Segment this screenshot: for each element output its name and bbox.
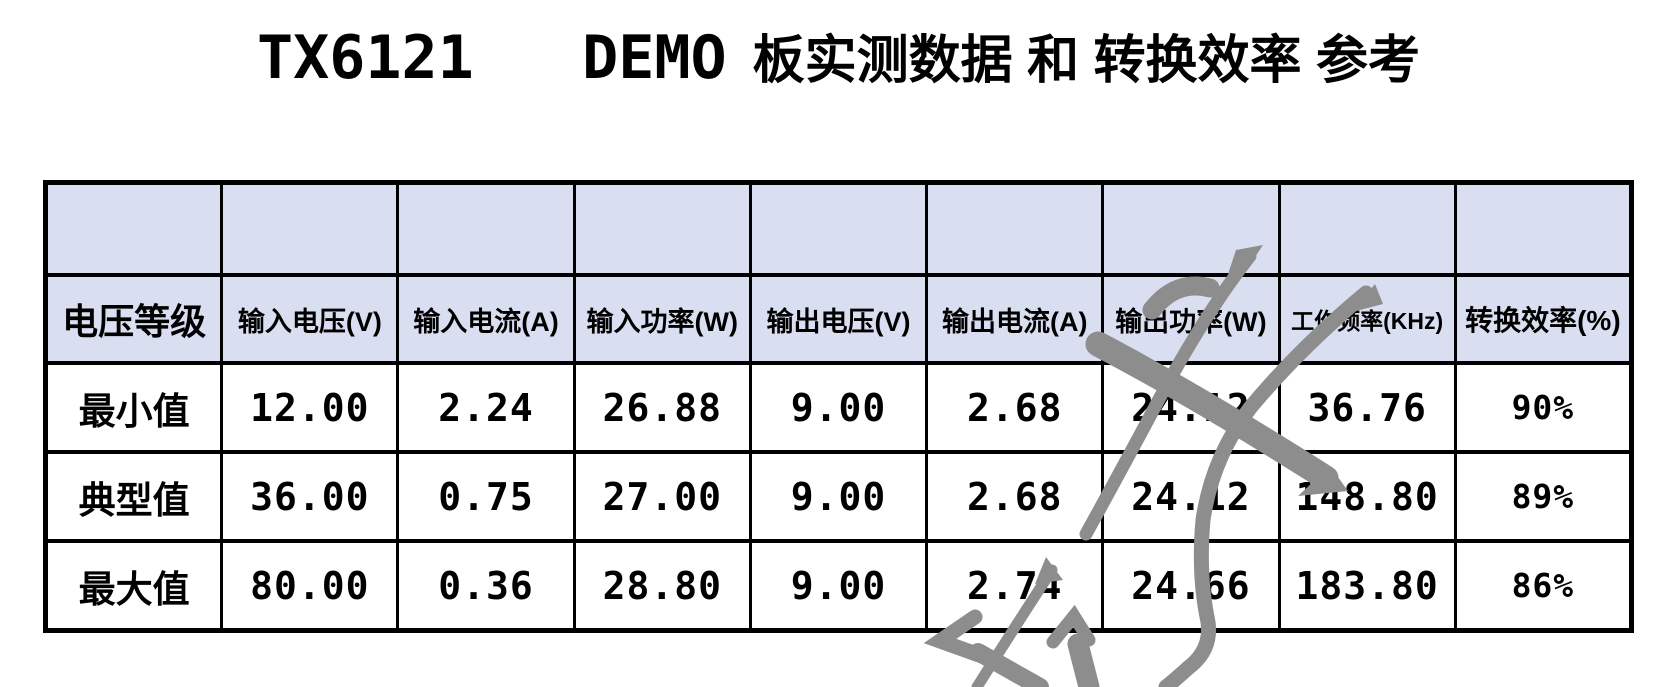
table-row-maximum: 最大值 80.00 0.36 28.80 9.00 2.74 24.66 183… (43, 539, 1634, 633)
cell-typ-frequency: 148.80 (1277, 450, 1457, 543)
blank-cell (925, 180, 1105, 277)
blank-cell (1277, 180, 1457, 277)
blank-cell (748, 180, 929, 277)
cell-max-input-voltage: 80.00 (220, 539, 400, 633)
col-header-output-current: 输出电流(A) (925, 273, 1105, 365)
cell-min-frequency: 36.76 (1277, 361, 1457, 454)
title-model-number: TX6121 DEMO (257, 23, 727, 93)
cell-typ-output-voltage: 9.00 (748, 450, 929, 543)
watermark-stroke (969, 643, 1049, 687)
cell-max-output-power: 24.66 (1101, 539, 1281, 633)
col-header-efficiency: 转换效率(%) (1453, 273, 1634, 365)
cell-max-output-current: 2.74 (925, 539, 1105, 633)
title-description: 板实测数据 和 转换效率 参考 (752, 32, 1420, 90)
blank-cell (1101, 180, 1281, 277)
blank-cell (220, 180, 400, 277)
cell-min-efficiency: 90% (1453, 361, 1634, 454)
cell-max-output-voltage: 9.00 (748, 539, 929, 633)
watermark-stroke (1067, 633, 1100, 687)
cell-min-output-voltage: 9.00 (748, 361, 929, 454)
cell-min-output-current: 2.68 (925, 361, 1105, 454)
cell-min-input-voltage: 12.00 (220, 361, 400, 454)
blank-cell (43, 180, 224, 277)
col-header-output-voltage: 输出电压(V) (748, 273, 929, 365)
cell-typ-input-power: 27.00 (572, 450, 752, 543)
row-label-typical: 典型值 (43, 450, 224, 543)
cell-typ-output-current: 2.68 (925, 450, 1105, 543)
blank-cell (396, 180, 576, 277)
cell-max-input-power: 28.80 (572, 539, 752, 633)
table-blank-row (43, 180, 1634, 277)
table-row-typical: 典型值 36.00 0.75 27.00 9.00 2.68 24.12 148… (43, 450, 1634, 543)
measurement-table: 电压等级 输入电压(V) 输入电流(A) 输入功率(W) 输出电压(V) 输出电… (43, 180, 1634, 633)
table-header-row: 电压等级 输入电压(V) 输入电流(A) 输入功率(W) 输出电压(V) 输出电… (43, 273, 1634, 365)
col-header-input-current: 输入电流(A) (396, 273, 576, 365)
cell-min-output-power: 24.12 (1101, 361, 1281, 454)
col-header-input-voltage: 输入电压(V) (220, 273, 400, 365)
cell-max-frequency: 183.80 (1277, 539, 1457, 633)
page-title: TX6121 DEMO 板实测数据 和 转换效率 参考 (0, 18, 1677, 93)
cell-typ-output-power: 24.12 (1101, 450, 1281, 543)
row-label-minimum: 最小值 (43, 361, 224, 454)
col-header-switching-frequency: 工作频率(KHz) (1277, 273, 1457, 365)
blank-cell (572, 180, 752, 277)
col-header-input-power: 输入功率(W) (572, 273, 752, 365)
row-label-maximum: 最大值 (43, 539, 224, 633)
table-row-minimum: 最小值 12.00 2.24 26.88 9.00 2.68 24.12 36.… (43, 361, 1634, 454)
cell-typ-input-current: 0.75 (396, 450, 576, 543)
cell-min-input-power: 26.88 (572, 361, 752, 454)
col-header-voltage-level: 电压等级 (43, 273, 224, 365)
blank-cell (1453, 180, 1634, 277)
cell-min-input-current: 2.24 (396, 361, 576, 454)
cell-typ-input-voltage: 36.00 (220, 450, 400, 543)
col-header-output-power: 输出功率(W) (1101, 273, 1281, 365)
cell-max-efficiency: 86% (1453, 539, 1634, 633)
cell-max-input-current: 0.36 (396, 539, 576, 633)
cell-typ-efficiency: 89% (1453, 450, 1634, 543)
